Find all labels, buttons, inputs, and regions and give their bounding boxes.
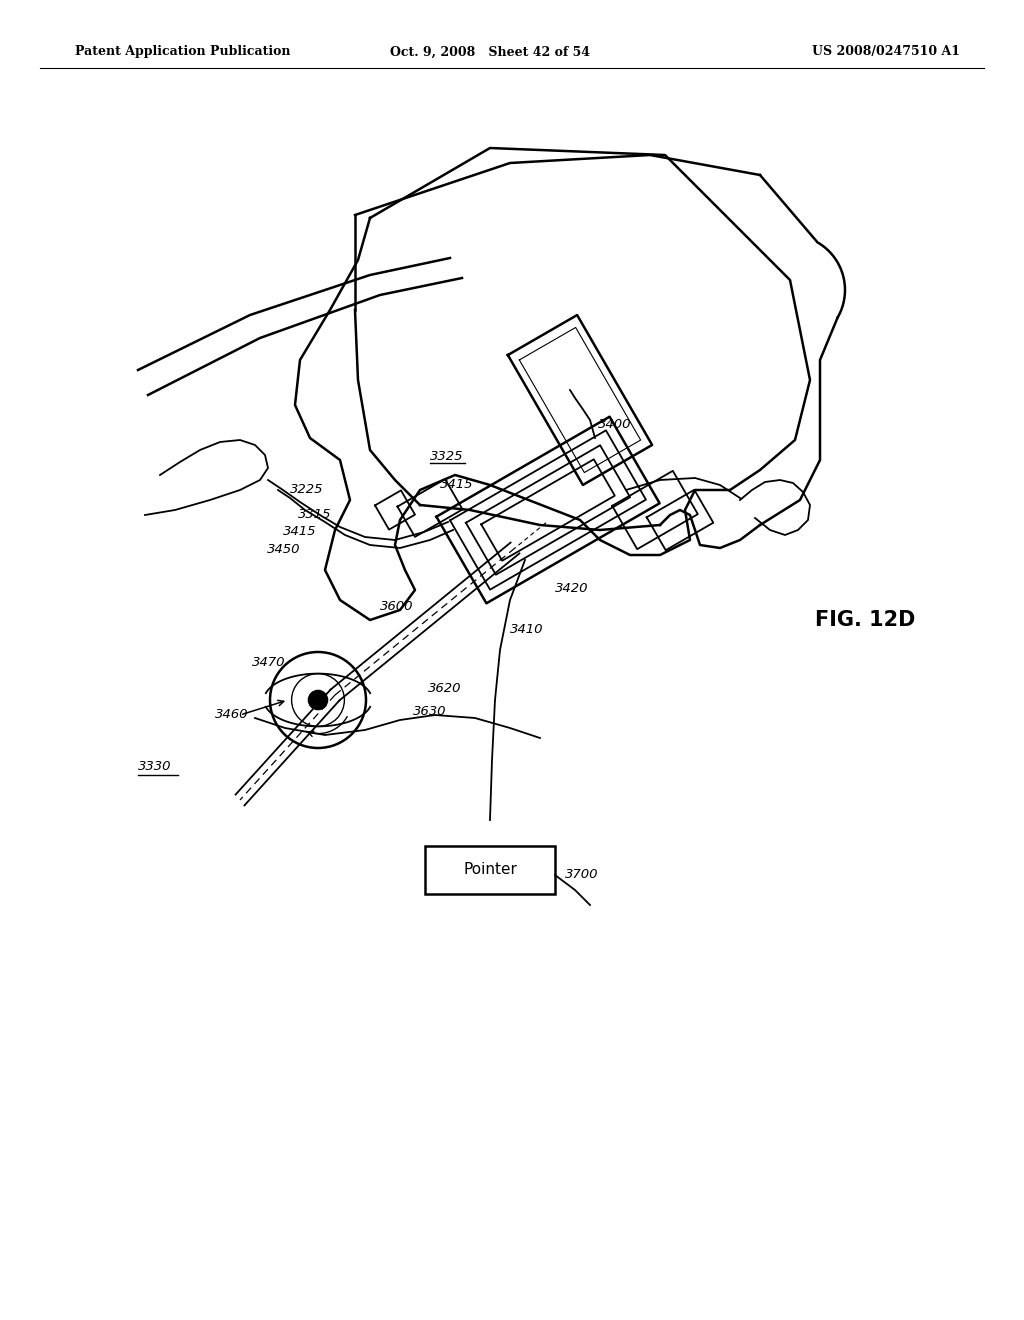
Text: 3400: 3400 [598,418,632,432]
Text: 3315: 3315 [298,508,332,521]
Text: 3410: 3410 [510,623,544,636]
Text: 3415: 3415 [283,525,316,539]
Text: 3470: 3470 [252,656,286,669]
Text: 3415: 3415 [440,478,473,491]
Text: 3225: 3225 [290,483,324,496]
Text: 3330: 3330 [138,760,171,774]
Text: 3620: 3620 [428,682,462,696]
Text: 3325: 3325 [430,450,464,463]
Text: US 2008/0247510 A1: US 2008/0247510 A1 [812,45,961,58]
Text: FIG. 12D: FIG. 12D [815,610,915,630]
Text: 3450: 3450 [267,543,300,556]
Text: 3600: 3600 [380,601,414,612]
Text: Oct. 9, 2008   Sheet 42 of 54: Oct. 9, 2008 Sheet 42 of 54 [390,45,590,58]
Text: 3700: 3700 [565,869,598,880]
Text: 3630: 3630 [413,705,446,718]
Text: Pointer: Pointer [463,862,517,878]
Text: 3420: 3420 [555,582,589,595]
Text: Patent Application Publication: Patent Application Publication [75,45,291,58]
Text: 3460: 3460 [215,708,249,721]
Circle shape [308,690,328,710]
